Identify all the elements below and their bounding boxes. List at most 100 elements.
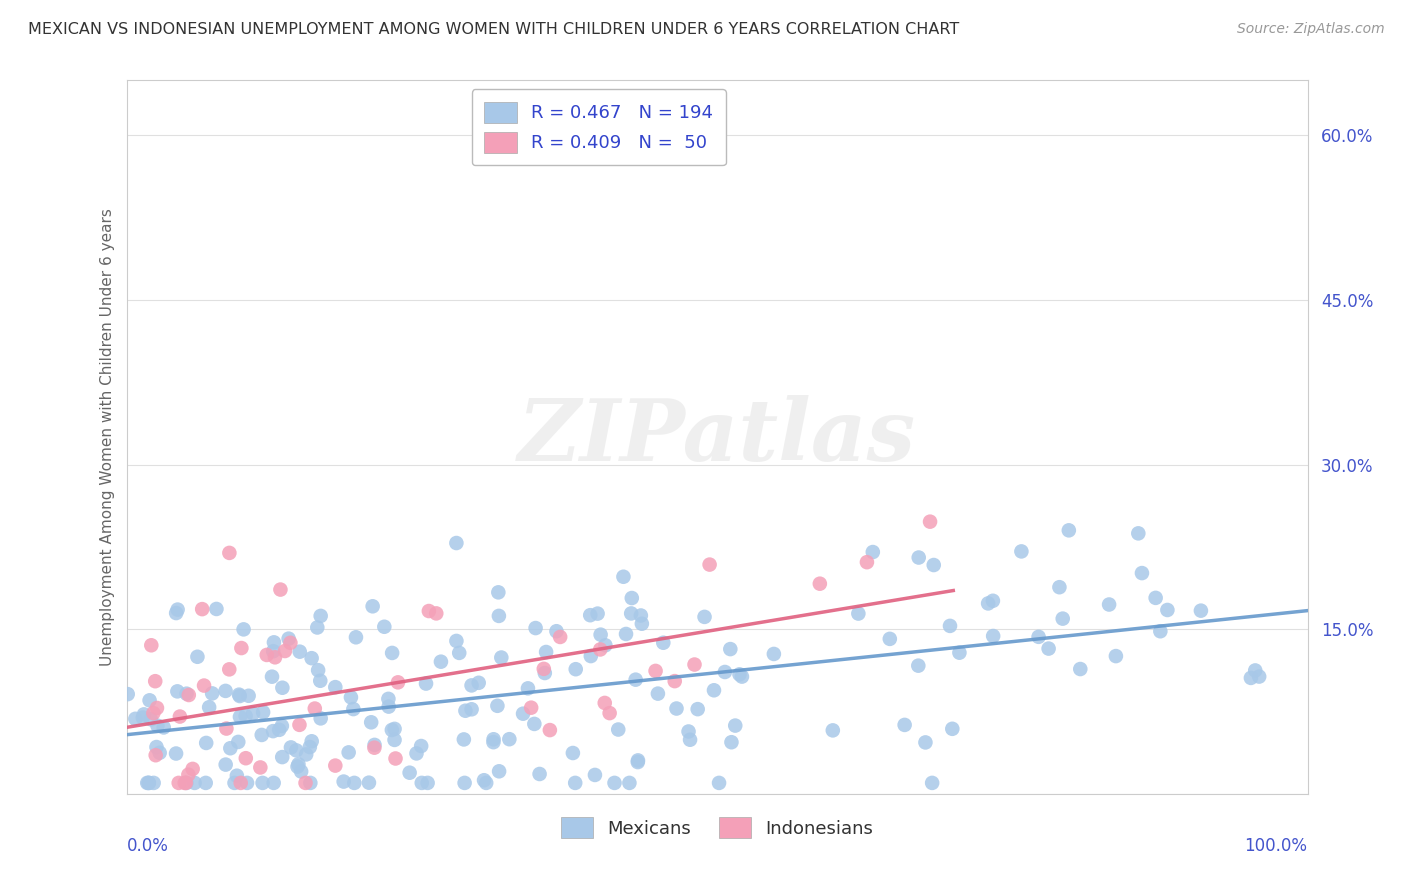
Point [720, 735, 742, 749]
Point [482, 735, 505, 749]
Point [1052, 612, 1074, 626]
Point [138, 776, 160, 790]
Text: MEXICAN VS INDONESIAN UNEMPLOYMENT AMONG WOMEN WITH CHILDREN UNDER 6 YEARS CORRE: MEXICAN VS INDONESIAN UNEMPLOYMENT AMONG… [28, 22, 959, 37]
Point [411, 739, 433, 753]
Point [228, 688, 250, 702]
Point [287, 759, 309, 773]
Point [139, 712, 162, 726]
Point [981, 594, 1004, 608]
Point [1144, 591, 1167, 605]
Point [387, 675, 409, 690]
Point [344, 630, 367, 644]
Point [145, 748, 167, 763]
Point [425, 607, 447, 621]
Point [340, 690, 363, 705]
Point [533, 662, 555, 676]
Point [405, 747, 427, 761]
Point [1105, 649, 1128, 664]
Point [644, 664, 666, 678]
Point [169, 709, 191, 723]
Point [381, 646, 404, 660]
Point [231, 641, 253, 656]
Point [343, 776, 366, 790]
Point [377, 691, 399, 706]
Point [922, 558, 945, 572]
Point [215, 722, 238, 736]
Point [941, 722, 963, 736]
Point [238, 689, 260, 703]
Point [1098, 598, 1121, 612]
Point [593, 696, 616, 710]
Point [564, 662, 586, 676]
Point [280, 740, 302, 755]
Point [1189, 604, 1212, 618]
Point [309, 608, 332, 623]
Point [373, 620, 395, 634]
Point [141, 638, 163, 652]
Point [1130, 566, 1153, 580]
Point [177, 768, 200, 782]
Point [586, 607, 609, 621]
Point [482, 732, 505, 747]
Point [538, 723, 561, 737]
Point [846, 607, 869, 621]
Point [186, 649, 208, 664]
Point [693, 610, 716, 624]
Point [363, 740, 385, 755]
Point [270, 719, 292, 733]
Point [301, 734, 323, 748]
Point [229, 710, 252, 724]
Point [631, 616, 654, 631]
Point [579, 648, 602, 663]
Point [264, 650, 287, 665]
Point [183, 776, 205, 790]
Point [1149, 624, 1171, 639]
Point [357, 775, 380, 789]
Point [589, 642, 612, 657]
Point [132, 710, 155, 724]
Point [486, 585, 509, 599]
Point [524, 621, 547, 635]
Point [718, 642, 741, 657]
Point [252, 776, 274, 790]
Point [665, 701, 688, 715]
Point [260, 670, 283, 684]
Point [981, 629, 1004, 643]
Point [361, 599, 384, 614]
Point [309, 673, 332, 688]
Point [627, 755, 650, 769]
Point [224, 776, 246, 790]
Point [219, 741, 242, 756]
Point [652, 636, 675, 650]
Point [226, 735, 249, 749]
Point [1010, 544, 1032, 558]
Point [703, 683, 725, 698]
Text: Source: ZipAtlas.com: Source: ZipAtlas.com [1237, 22, 1385, 37]
Point [460, 702, 482, 716]
Point [1057, 524, 1080, 538]
Point [271, 750, 294, 764]
Point [263, 776, 285, 790]
Point [467, 675, 489, 690]
Point [603, 776, 626, 790]
Point [619, 776, 641, 790]
Point [595, 638, 617, 652]
Point [235, 709, 257, 723]
Point [149, 746, 172, 760]
Point [337, 745, 360, 759]
Point [612, 570, 634, 584]
Point [181, 762, 204, 776]
Point [277, 632, 299, 646]
Point [488, 764, 510, 779]
Point [262, 644, 284, 658]
Point [1240, 671, 1263, 685]
Point [146, 701, 169, 715]
Point [808, 576, 831, 591]
Point [664, 674, 686, 689]
Point [214, 684, 236, 698]
Point [728, 667, 751, 681]
Point [486, 698, 509, 713]
Point [683, 657, 706, 672]
Point [918, 515, 941, 529]
Point [124, 712, 146, 726]
